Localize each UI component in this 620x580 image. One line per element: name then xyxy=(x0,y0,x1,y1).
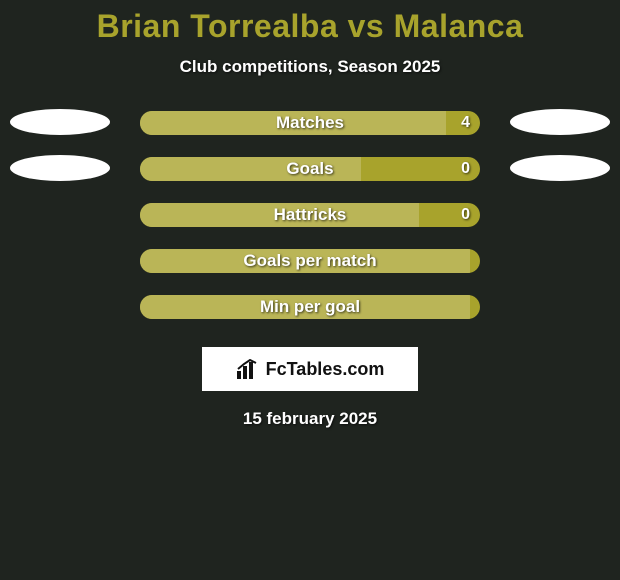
player-marker-left xyxy=(10,155,110,181)
brand-chart-icon xyxy=(236,359,260,379)
stat-bar: Hattricks0 xyxy=(140,203,480,227)
player-marker-right xyxy=(510,109,610,135)
stat-value: 0 xyxy=(461,157,470,181)
player-marker-left xyxy=(10,109,110,135)
brand-text: FcTables.com xyxy=(266,359,385,380)
stat-label: Goals per match xyxy=(140,249,480,273)
stat-row: Hattricks0 xyxy=(0,197,620,243)
stat-row: Goals per match xyxy=(0,243,620,289)
brand-badge: FcTables.com xyxy=(202,347,418,391)
comparison-card: Brian Torrealba vs Malanca Club competit… xyxy=(0,0,620,580)
stat-row: Matches4 xyxy=(0,105,620,151)
stat-value: 0 xyxy=(461,203,470,227)
stat-bar: Goals per match xyxy=(140,249,480,273)
stat-bar: Goals0 xyxy=(140,157,480,181)
stat-bar: Min per goal xyxy=(140,295,480,319)
stat-label: Matches xyxy=(140,111,480,135)
stat-label: Min per goal xyxy=(140,295,480,319)
stat-rows: Matches4Goals0Hattricks0Goals per matchM… xyxy=(0,105,620,335)
stat-label: Goals xyxy=(140,157,480,181)
stat-bar: Matches4 xyxy=(140,111,480,135)
stat-row: Min per goal xyxy=(0,289,620,335)
stat-value: 4 xyxy=(461,111,470,135)
player-marker-right xyxy=(510,155,610,181)
stat-label: Hattricks xyxy=(140,203,480,227)
stat-row: Goals0 xyxy=(0,151,620,197)
comparison-date: 15 february 2025 xyxy=(0,409,620,429)
subtitle: Club competitions, Season 2025 xyxy=(0,57,620,77)
page-title: Brian Torrealba vs Malanca xyxy=(0,0,620,45)
